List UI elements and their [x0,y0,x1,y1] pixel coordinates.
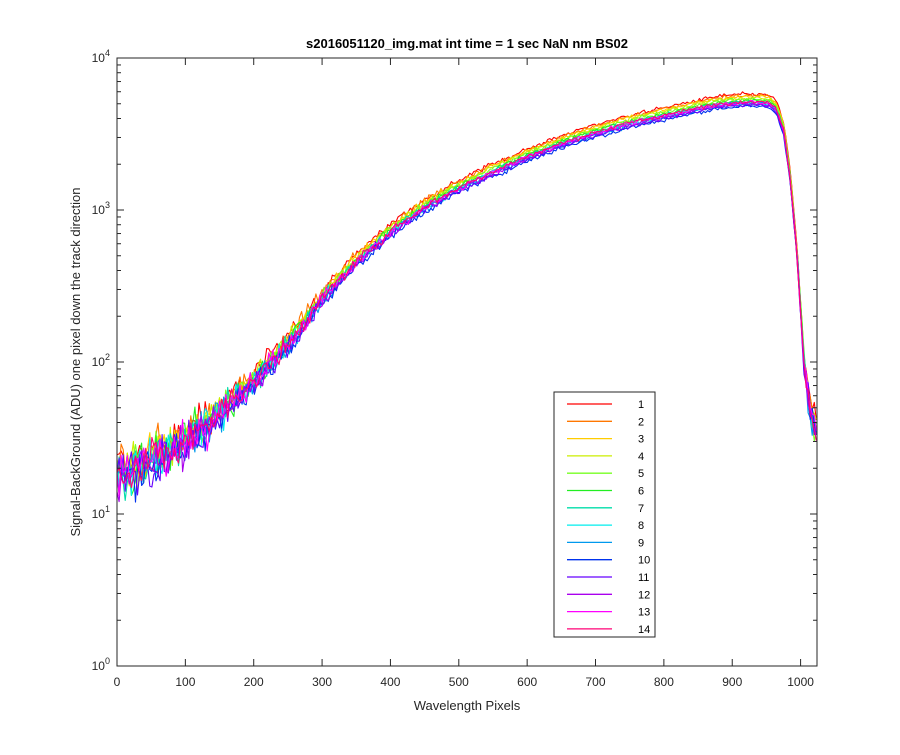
y-tick-label: 103 [92,200,110,217]
x-axis-label: Wavelength Pixels [414,698,521,713]
legend-label-1: 1 [638,399,644,411]
legend-label-9: 9 [638,537,644,549]
x-tick-label: 400 [380,675,400,689]
series-line-13 [116,100,817,497]
legend-label-10: 10 [638,555,650,567]
x-tick-label: 1000 [787,675,814,689]
y-tick-label: 104 [92,48,110,65]
tick-layer: 0 100 200 300 400 500 600 700 800 900 100010010110… [92,48,817,689]
x-tick-label: 200 [244,675,264,689]
legend-label-3: 3 [638,434,644,446]
legend-label-7: 7 [638,503,644,515]
y-tick-label: 102 [92,352,110,369]
legend-label-13: 13 [638,607,650,619]
legend-label-11: 11 [638,572,649,584]
legend-label-14: 14 [638,624,650,636]
legend-label-4: 4 [638,451,644,463]
x-tick-label: 600 [517,675,537,689]
chart-title: s2016051120_img.mat int time = 1 sec NaN… [306,36,628,51]
y-axis-label: Signal-BackGround (ADU) one pixel down t… [68,187,83,536]
series-layer [116,91,817,503]
x-tick-label: 300 [312,675,332,689]
legend-label-2: 2 [638,416,644,428]
series-line-14 [116,100,817,489]
series-line-11 [116,102,817,496]
x-tick-label: 100 [175,675,195,689]
x-tick-label: 900 [722,675,742,689]
legend-box [553,391,656,638]
plot-area [117,58,817,666]
legend-label-8: 8 [638,520,644,532]
legend-label-5: 5 [638,468,644,480]
y-tick-label: 101 [92,504,110,521]
x-tick-label: 700 [586,675,606,689]
x-tick-label: 800 [654,675,674,689]
y-tick-label: 100 [92,656,110,673]
legend-label-6: 6 [638,486,644,498]
x-tick-label: 500 [449,675,469,689]
x-tick-label: 0 [114,675,121,689]
legend-label-12: 12 [638,589,650,601]
